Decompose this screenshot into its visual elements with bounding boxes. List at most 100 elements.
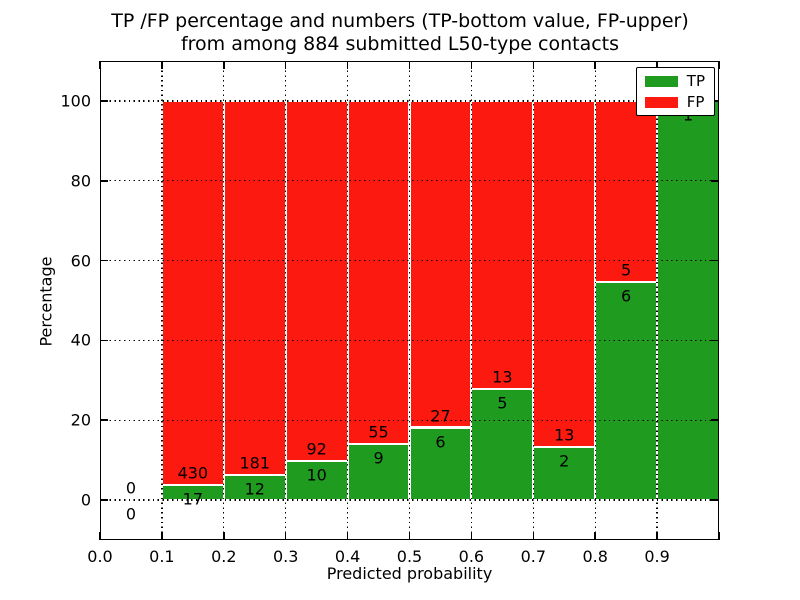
fp-count-label: 0 xyxy=(125,478,137,498)
fp-count-label: 13 xyxy=(492,367,513,387)
y-tick xyxy=(100,339,108,342)
x-gridline xyxy=(346,61,349,540)
legend-entry-fp: FP xyxy=(644,93,705,111)
tp-count-label: 2 xyxy=(559,451,570,471)
x-tick xyxy=(594,532,596,540)
x-tick xyxy=(718,61,720,69)
y-tick-label: 60 xyxy=(70,251,91,271)
tp-bar-segment xyxy=(595,282,658,501)
fp-bar-segment xyxy=(533,100,596,447)
fp-count-label: 13 xyxy=(554,425,575,445)
fp-count-label: 55 xyxy=(368,422,389,442)
x-gridline xyxy=(285,61,287,540)
plot-area: 00430171811292105592761351325601 0.00.10… xyxy=(60,61,720,566)
x-tick xyxy=(656,61,658,69)
y-tick-label: 100 xyxy=(60,91,91,111)
x-gridline xyxy=(223,61,225,540)
x-tick-label: 0.7 xyxy=(520,547,547,566)
x-axis-label: Predicted probability xyxy=(326,564,493,583)
x-tick-label: 0.2 xyxy=(211,547,237,566)
legend: TP FP xyxy=(635,67,715,116)
x-tick xyxy=(284,532,287,540)
x-tick xyxy=(99,61,101,69)
legend-tp-label: TP xyxy=(686,72,705,90)
tp-count-label: 6 xyxy=(621,286,632,306)
tp-count-label: 10 xyxy=(306,465,327,485)
x-tick xyxy=(470,61,473,69)
y-tick xyxy=(711,339,719,342)
y-tick xyxy=(711,100,719,102)
x-tick-label: 0.3 xyxy=(272,547,299,566)
fp-count-label: 430 xyxy=(177,463,209,483)
x-tick xyxy=(470,532,473,540)
fp-count-label: 5 xyxy=(621,260,632,280)
bars-layer xyxy=(100,61,719,540)
tp-bar-segment xyxy=(223,475,286,501)
x-tick xyxy=(408,532,411,540)
tp-count-label: 12 xyxy=(244,479,265,499)
x-tick-label: 0.9 xyxy=(644,547,670,566)
x-tick-label: 0.1 xyxy=(149,547,175,566)
x-tick xyxy=(223,532,225,540)
fp-bar-segment xyxy=(595,100,658,283)
x-tick xyxy=(346,532,349,540)
y-tick-label: 0 xyxy=(80,490,91,510)
y-tick-label: 20 xyxy=(70,410,91,430)
tp-bar-segment xyxy=(533,446,596,501)
x-tick xyxy=(284,61,287,69)
x-tick xyxy=(656,532,658,540)
x-tick-label: 0.6 xyxy=(458,547,485,566)
grid-layer xyxy=(100,61,719,540)
x-gridline xyxy=(656,61,658,540)
x-gridline xyxy=(532,61,534,540)
y-tick xyxy=(711,499,719,501)
y-axis-label: Percentage xyxy=(36,256,56,347)
tp-bar-segment xyxy=(409,427,472,501)
y-tick xyxy=(100,100,108,102)
tp-count-label: 9 xyxy=(373,448,384,468)
y-tick-label: 80 xyxy=(70,171,91,191)
tp-count-label: 5 xyxy=(497,393,508,413)
y-tick xyxy=(711,419,719,422)
x-tick xyxy=(408,61,411,69)
chart-title-line1: TP /FP percentage and numbers (TP-bottom… xyxy=(111,10,689,32)
x-gridline xyxy=(594,61,596,540)
x-tick-label: 0.4 xyxy=(334,547,361,566)
x-tick-label: 0.8 xyxy=(582,547,608,566)
y-tick xyxy=(100,259,108,262)
y-tick xyxy=(711,179,719,182)
x-tick xyxy=(346,61,349,69)
legend-fp-label: FP xyxy=(686,93,705,111)
x-tick-label: 0.0 xyxy=(87,547,113,566)
fp-bar-segment xyxy=(471,100,534,390)
x-tick xyxy=(161,61,163,69)
legend-fp-swatch xyxy=(644,96,678,108)
chart-title: TP /FP percentage and numbers (TP-bottom… xyxy=(0,10,800,56)
legend-entry-tp: TP xyxy=(644,72,705,90)
y-tick-label: 40 xyxy=(70,330,91,350)
x-tick xyxy=(532,532,535,540)
x-tick xyxy=(99,532,101,540)
bar-labels-layer: 00430171811292105592761351325601 xyxy=(100,61,719,540)
ticks-layer: 0.0 0.1 0.2 0.3 0.4 0.5 0.6 0.7 0.8 0.9 0 20 40 60 80 1… xyxy=(60,61,720,566)
x-tick xyxy=(718,532,720,540)
x-tick xyxy=(223,61,225,69)
tp-count-label: 6 xyxy=(435,432,446,451)
fp-count-label: 181 xyxy=(239,453,271,473)
y-tick xyxy=(100,179,108,182)
legend-tp-swatch xyxy=(644,75,678,87)
chart-title-line2: from among 884 submitted L50-type contac… xyxy=(180,33,620,55)
x-tick xyxy=(532,61,535,69)
x-gridline xyxy=(408,61,411,540)
fp-count-label: 27 xyxy=(430,406,451,425)
fp-count-label: 92 xyxy=(306,439,327,459)
y-tick xyxy=(100,499,108,501)
x-gridline xyxy=(161,61,163,540)
y-tick xyxy=(100,419,108,422)
fp-bar-segment xyxy=(223,100,286,476)
x-tick xyxy=(161,532,163,540)
y-tick xyxy=(711,259,719,262)
tp-count-label: 0 xyxy=(125,504,137,524)
tp-count-label: 17 xyxy=(182,489,204,509)
x-tick-label: 0.5 xyxy=(396,547,423,566)
